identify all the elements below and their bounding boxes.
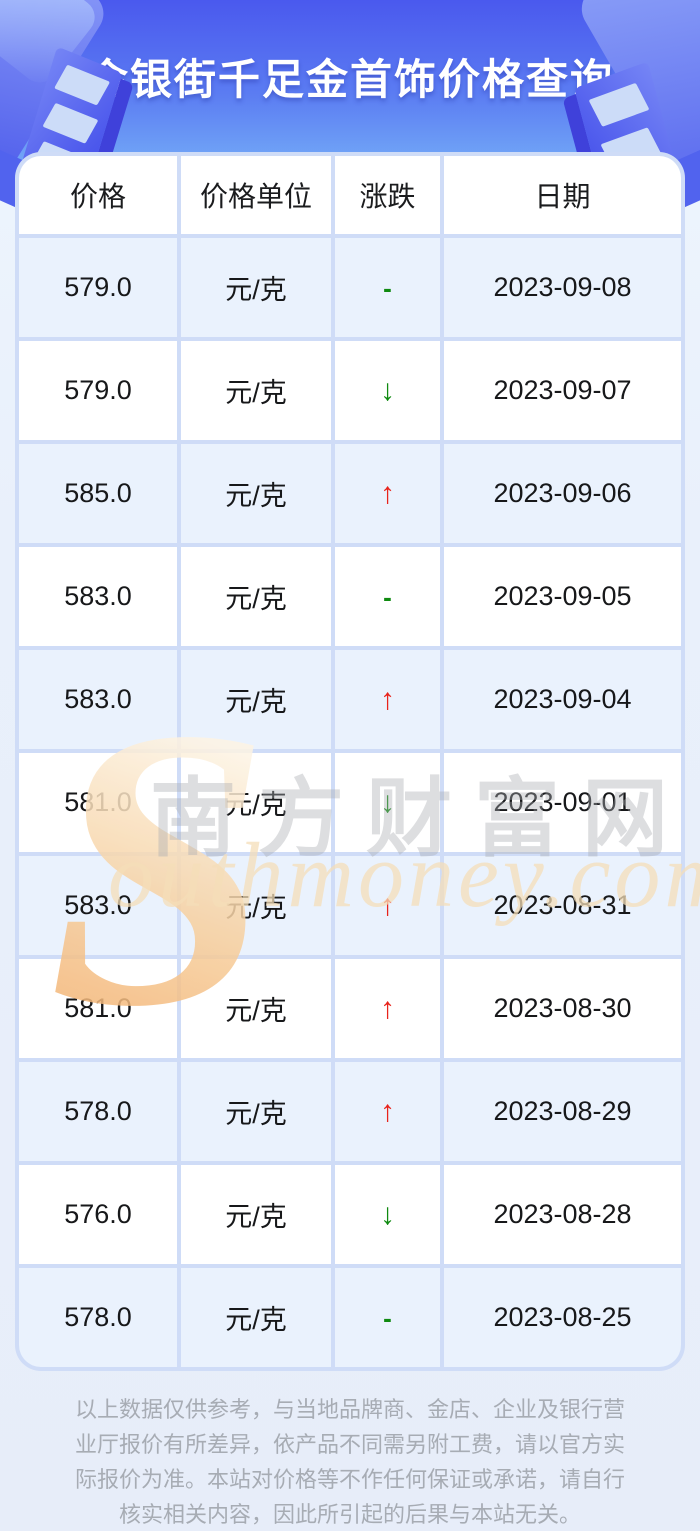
column-header-date: 日期 bbox=[444, 156, 681, 234]
arrow-down-icon: ↓ bbox=[380, 785, 395, 819]
date-cell: 2023-09-06 bbox=[444, 444, 681, 543]
table-row: 581.0 元/克 ↓ 2023-09-01 bbox=[19, 753, 681, 852]
arrow-up-icon: ↑ bbox=[380, 682, 395, 716]
price-cell: 576.0 bbox=[19, 1165, 177, 1264]
hero-banner: 金银街千足金首饰价格查询 bbox=[0, 0, 700, 170]
change-cell: ↓ bbox=[335, 753, 440, 852]
date-cell: 2023-08-29 bbox=[444, 1062, 681, 1161]
change-cell: ↓ bbox=[335, 1165, 440, 1264]
date-cell: 2023-09-07 bbox=[444, 341, 681, 440]
price-cell: 578.0 bbox=[19, 1268, 177, 1367]
change-cell: ↑ bbox=[335, 856, 440, 955]
no-change-dash-icon: - bbox=[383, 1302, 392, 1333]
unit-cell: 元/克 bbox=[181, 1268, 331, 1367]
unit-cell: 元/克 bbox=[181, 1165, 331, 1264]
building-window-icon bbox=[54, 64, 111, 106]
unit-cell: 元/克 bbox=[181, 547, 331, 646]
unit-cell: 元/克 bbox=[181, 753, 331, 852]
table-row: 581.0 元/克 ↑ 2023-08-30 bbox=[19, 959, 681, 1058]
arrow-up-icon: ↑ bbox=[380, 1094, 395, 1128]
table-header-row: 价格 价格单位 涨跌 日期 bbox=[19, 156, 681, 234]
column-header-change: 涨跌 bbox=[335, 156, 440, 234]
table-row: 579.0 元/克 - 2023-09-08 bbox=[19, 238, 681, 337]
price-cell: 583.0 bbox=[19, 650, 177, 749]
building-window-icon bbox=[42, 102, 99, 144]
price-cell: 581.0 bbox=[19, 959, 177, 1058]
change-cell: - bbox=[335, 238, 440, 337]
change-cell: ↑ bbox=[335, 650, 440, 749]
change-cell: ↑ bbox=[335, 959, 440, 1058]
table-row: 585.0 元/克 ↑ 2023-09-06 bbox=[19, 444, 681, 543]
date-cell: 2023-09-05 bbox=[444, 547, 681, 646]
price-cell: 579.0 bbox=[19, 238, 177, 337]
unit-cell: 元/克 bbox=[181, 1062, 331, 1161]
unit-cell: 元/克 bbox=[181, 856, 331, 955]
arrow-up-icon: ↑ bbox=[380, 476, 395, 510]
footer-disclaimer: 以上数据仅供参考，与当地品牌商、金店、企业及银行营业厅报价有所差异，依产品不同需… bbox=[74, 1397, 625, 1527]
price-cell: 585.0 bbox=[19, 444, 177, 543]
page-title: 金银街千足金首饰价格查询 bbox=[85, 56, 614, 103]
change-cell: - bbox=[335, 547, 440, 646]
no-change-dash-icon: - bbox=[383, 581, 392, 612]
unit-cell: 元/克 bbox=[181, 650, 331, 749]
price-cell: 583.0 bbox=[19, 547, 177, 646]
change-cell: ↑ bbox=[335, 444, 440, 543]
change-cell: ↑ bbox=[335, 1062, 440, 1161]
table-row: 579.0 元/克 ↓ 2023-09-07 bbox=[19, 341, 681, 440]
price-table: 价格 价格单位 涨跌 日期 579.0 元/克 -2023-09-08 579.0 元/… bbox=[15, 152, 685, 1371]
column-header-unit: 价格单位 bbox=[181, 156, 331, 234]
table-row: 583.0 元/克 ↑ 2023-09-04 bbox=[19, 650, 681, 749]
arrow-up-icon: ↑ bbox=[380, 888, 395, 922]
column-header-price: 价格 bbox=[19, 156, 177, 234]
change-cell: - bbox=[335, 1268, 440, 1367]
date-cell: 2023-08-31 bbox=[444, 856, 681, 955]
unit-cell: 元/克 bbox=[181, 238, 331, 337]
price-cell: 579.0 bbox=[19, 341, 177, 440]
date-cell: 2023-08-25 bbox=[444, 1268, 681, 1367]
price-cell: 583.0 bbox=[19, 856, 177, 955]
date-cell: 2023-09-01 bbox=[444, 753, 681, 852]
change-cell: ↓ bbox=[335, 341, 440, 440]
table-row: 578.0 元/克 ↑ 2023-08-29 bbox=[19, 1062, 681, 1161]
unit-cell: 元/克 bbox=[181, 341, 331, 440]
no-change-dash-icon: - bbox=[383, 272, 392, 303]
table-row: 583.0 元/克 ↑ 2023-08-31 bbox=[19, 856, 681, 955]
price-cell: 578.0 bbox=[19, 1062, 177, 1161]
arrow-up-icon: ↑ bbox=[380, 991, 395, 1025]
table-row: 583.0 元/克 - 2023-09-05 bbox=[19, 547, 681, 646]
date-cell: 2023-09-08 bbox=[444, 238, 681, 337]
date-cell: 2023-09-04 bbox=[444, 650, 681, 749]
table-row: 578.0 元/克 - 2023-08-25 bbox=[19, 1268, 681, 1367]
unit-cell: 元/克 bbox=[181, 959, 331, 1058]
price-cell: 581.0 bbox=[19, 753, 177, 852]
building-window-icon bbox=[588, 82, 650, 127]
date-cell: 2023-08-30 bbox=[444, 959, 681, 1058]
date-cell: 2023-08-28 bbox=[444, 1165, 681, 1264]
arrow-down-icon: ↓ bbox=[380, 373, 395, 407]
arrow-down-icon: ↓ bbox=[380, 1197, 395, 1231]
table-row: 576.0 元/克 ↓ 2023-08-28 bbox=[19, 1165, 681, 1264]
unit-cell: 元/克 bbox=[181, 444, 331, 543]
